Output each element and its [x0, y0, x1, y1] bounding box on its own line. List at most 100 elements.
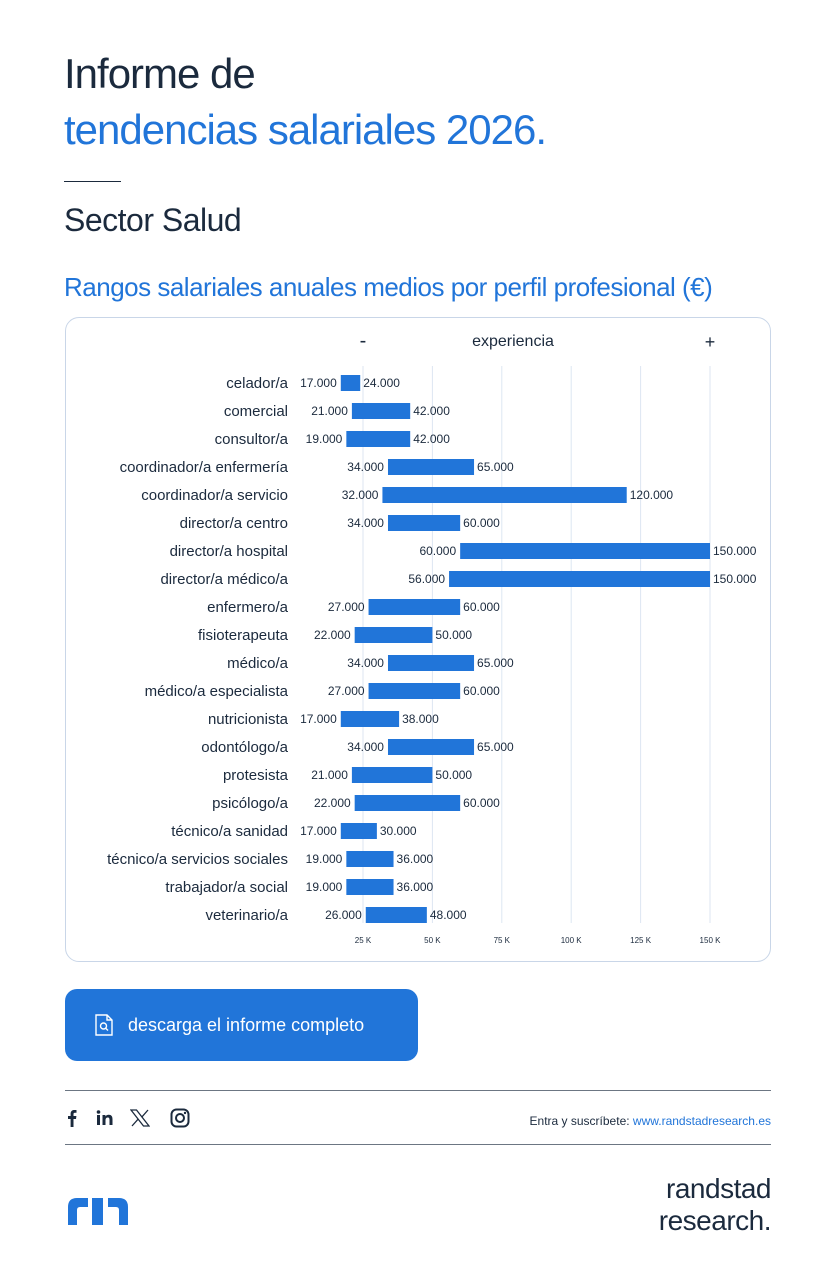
x-link[interactable]	[129, 1106, 151, 1130]
category-label: técnico/a sanidad	[171, 823, 288, 840]
x-tick-label: 125 K	[630, 936, 652, 945]
max-value-label: 60.000	[463, 796, 500, 810]
category-label: consultor/a	[215, 431, 289, 448]
category-label: técnico/a servicios sociales	[107, 851, 288, 868]
salary-range-bar	[346, 879, 394, 895]
max-value-label: 50.000	[435, 768, 472, 782]
max-value-label: 36.000	[397, 852, 434, 866]
footer-divider-top	[65, 1090, 771, 1091]
min-value-label: 60.000	[419, 544, 456, 558]
salary-range-bar	[387, 459, 475, 475]
category-label: coordinador/a enfermería	[120, 459, 289, 476]
max-value-label: 48.000	[430, 908, 467, 922]
salary-range-bar	[351, 767, 433, 783]
salary-range-bar	[340, 711, 400, 727]
download-report-button[interactable]: descarga el informe completo	[65, 989, 418, 1061]
report-title-line1: Informe de	[64, 50, 256, 97]
category-label: coordinador/a servicio	[141, 487, 288, 504]
min-value-label: 19.000	[306, 880, 343, 894]
min-value-label: 27.000	[328, 684, 365, 698]
category-label: director/a centro	[180, 515, 288, 532]
x-tick-label: 75 K	[494, 936, 511, 945]
x-tick-label: 150 K	[700, 936, 722, 945]
min-value-label: 34.000	[347, 740, 384, 754]
download-report-label: descarga el informe completo	[128, 1015, 365, 1035]
salary-range-bar	[340, 823, 377, 839]
max-value-label: 36.000	[397, 880, 434, 894]
max-value-label: 60.000	[463, 600, 500, 614]
salary-range-bar	[346, 851, 394, 867]
min-value-label: 56.000	[408, 572, 445, 586]
brand-line1: randstad	[666, 1173, 771, 1204]
subscribe-note: Entra y suscríbete: www.randstadresearch…	[530, 1114, 771, 1128]
chart-card: - experiencia +25 K 50 K 75 K 100 K 125 K 150 K…	[65, 317, 771, 962]
linkedin-icon	[96, 1110, 113, 1125]
salary-range-bar	[382, 487, 627, 503]
max-value-label: 38.000	[402, 712, 439, 726]
min-value-label: 21.000	[311, 404, 348, 418]
linkedin-link[interactable]	[95, 1106, 115, 1130]
max-value-label: 65.000	[477, 740, 514, 754]
experience-label: experiencia	[472, 333, 554, 350]
x-tick-label: 100 K	[561, 936, 583, 945]
category-label: enfermero/a	[207, 599, 289, 616]
max-value-label: 30.000	[380, 824, 417, 838]
min-value-label: 34.000	[347, 516, 384, 530]
max-value-label: 150.000	[713, 544, 757, 558]
randstad-logo-mark	[68, 1198, 128, 1225]
salary-range-bar	[460, 543, 710, 559]
salary-range-bar	[368, 683, 461, 699]
salary-range-bar	[351, 403, 411, 419]
facebook-link[interactable]	[64, 1106, 80, 1130]
min-value-label: 17.000	[300, 712, 337, 726]
min-value-label: 32.000	[342, 488, 379, 502]
document-search-icon	[95, 1014, 113, 1036]
salary-range-bar	[387, 739, 475, 755]
category-label: médico/a	[227, 655, 289, 672]
experience-low-marker: -	[360, 330, 367, 352]
x-icon	[130, 1109, 150, 1127]
salary-range-bar	[365, 907, 427, 923]
max-value-label: 50.000	[435, 628, 472, 642]
salary-range-bar	[354, 627, 433, 643]
category-label: protesista	[223, 767, 289, 784]
salary-range-bar	[449, 571, 710, 587]
max-value-label: 42.000	[413, 404, 450, 418]
facebook-icon	[68, 1110, 77, 1127]
experience-high-marker: +	[705, 332, 716, 352]
max-value-label: 65.000	[477, 460, 514, 474]
category-label: comercial	[224, 403, 288, 420]
category-label: nutricionista	[208, 711, 289, 728]
salary-range-bar	[368, 599, 461, 615]
min-value-label: 27.000	[328, 600, 365, 614]
x-tick-label: 50 K	[424, 936, 441, 945]
min-value-label: 34.000	[347, 656, 384, 670]
min-value-label: 17.000	[300, 376, 337, 390]
chart-title: Rangos salariales anuales medios por per…	[64, 272, 713, 302]
min-value-label: 26.000	[325, 908, 362, 922]
salary-range-bar	[346, 431, 411, 447]
min-value-label: 22.000	[314, 628, 351, 642]
subscribe-link[interactable]: www.randstadresearch.es	[632, 1114, 771, 1128]
max-value-label: 60.000	[463, 516, 500, 530]
salary-range-bar	[340, 375, 361, 391]
salary-range-bar	[387, 655, 475, 671]
sector-heading: Sector Salud	[64, 202, 242, 238]
salary-range-chart: - experiencia +25 K 50 K 75 K 100 K 125 K 150 K…	[107, 330, 757, 945]
max-value-label: 60.000	[463, 684, 500, 698]
title-divider	[64, 181, 121, 182]
min-value-label: 21.000	[311, 768, 348, 782]
category-label: odontólogo/a	[201, 739, 288, 756]
max-value-label: 120.000	[630, 488, 674, 502]
category-label: psicólogo/a	[212, 795, 289, 812]
instagram-link[interactable]	[169, 1106, 191, 1130]
max-value-label: 42.000	[413, 432, 450, 446]
min-value-label: 17.000	[300, 824, 337, 838]
category-label: director/a médico/a	[160, 571, 288, 588]
min-value-label: 34.000	[347, 460, 384, 474]
instagram-icon	[170, 1108, 190, 1128]
subscribe-text: Entra y suscríbete:	[529, 1114, 633, 1128]
min-value-label: 19.000	[306, 852, 343, 866]
category-label: trabajador/a social	[165, 879, 288, 896]
category-label: director/a hospital	[170, 543, 288, 560]
